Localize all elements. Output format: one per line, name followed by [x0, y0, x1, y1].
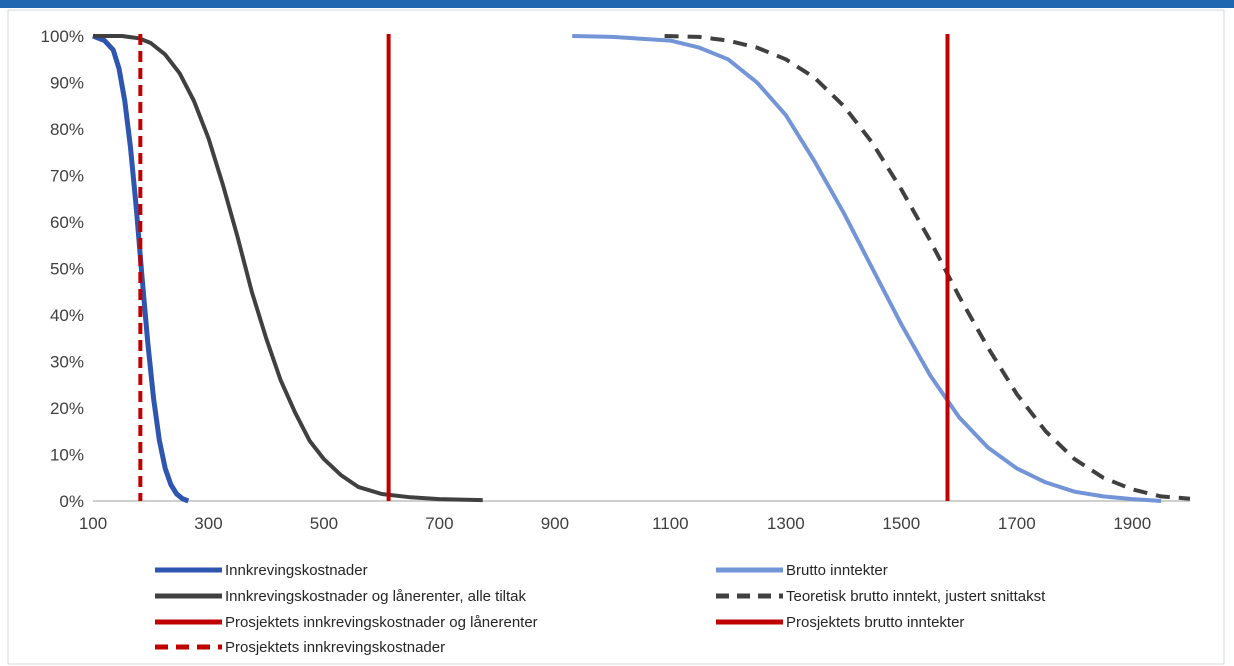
x-tick-label: 900	[541, 514, 569, 533]
plot-area	[92, 33, 1191, 504]
x-tick-label: 300	[194, 514, 222, 533]
legend-item: Brutto inntekter	[716, 562, 888, 579]
legend-label: Brutto inntekter	[786, 562, 888, 579]
chart-border	[7, 9, 1225, 665]
series-line-brutto-inntekter	[572, 34, 1162, 503]
legend-item: Prosjektets brutto inntekter	[716, 614, 964, 631]
series-line-innkrevingskostnader-og-lanerenter-alle-tiltak	[93, 34, 483, 503]
y-tick-label: 20%	[50, 399, 84, 418]
legend-item: Prosjektets innkrevingskostnader	[155, 639, 445, 656]
x-tick-label: 1900	[1113, 514, 1151, 533]
legend: Innkrevingskostnader Brutto inntekter Innk…	[155, 562, 1046, 656]
x-tick-label: 1500	[882, 514, 920, 533]
legend-label: Innkrevingskostnader og lånerenter, alle…	[225, 588, 527, 605]
y-tick-label: 80%	[50, 120, 84, 139]
x-tick-label: 700	[425, 514, 453, 533]
y-tick-label: 10%	[50, 446, 84, 465]
legend-label: Innkrevingskostnader	[225, 562, 368, 579]
x-tick-label: 1700	[998, 514, 1036, 533]
x-tick-label: 500	[310, 514, 338, 533]
series-line-teoretisk-brutto-inntekt-justert-snittakst	[664, 34, 1191, 501]
legend-item: Innkrevingskostnader og lånerenter, alle…	[155, 588, 527, 605]
legend-item: Teoretisk brutto inntekt, justert snitta…	[716, 588, 1046, 605]
x-tick-label: 1100	[652, 514, 689, 533]
y-tick-label: 100%	[41, 27, 84, 46]
y-tick-label: 60%	[50, 213, 84, 232]
y-tick-label: 90%	[50, 74, 84, 93]
legend-item: Prosjektets innkrevingskostnader og låne…	[155, 614, 538, 631]
y-tick-label: 70%	[50, 167, 84, 186]
x-tick-label: 100	[79, 514, 107, 533]
y-tick-label: 30%	[50, 353, 84, 372]
legend-label: Teoretisk brutto inntekt, justert snitta…	[786, 588, 1046, 605]
series-line-innkrevingskostnader	[92, 33, 190, 504]
y-tick-label: 40%	[50, 306, 84, 325]
top-accent-rule	[0, 0, 1234, 8]
y-tick-label: 0%	[59, 492, 84, 511]
axes: 0% 10% 20% 30% 40% 50% 60% 70% 80% 90% 100% 100 300 5…	[41, 27, 1190, 533]
legend-label: Prosjektets innkrevingskostnader	[225, 639, 445, 656]
legend-item: Innkrevingskostnader	[155, 562, 368, 579]
legend-label: Prosjektets brutto inntekter	[786, 614, 964, 631]
legend-label: Prosjektets innkrevingskostnader og låne…	[225, 614, 538, 631]
x-tick-label: 1300	[767, 514, 805, 533]
y-tick-label: 50%	[50, 260, 84, 279]
